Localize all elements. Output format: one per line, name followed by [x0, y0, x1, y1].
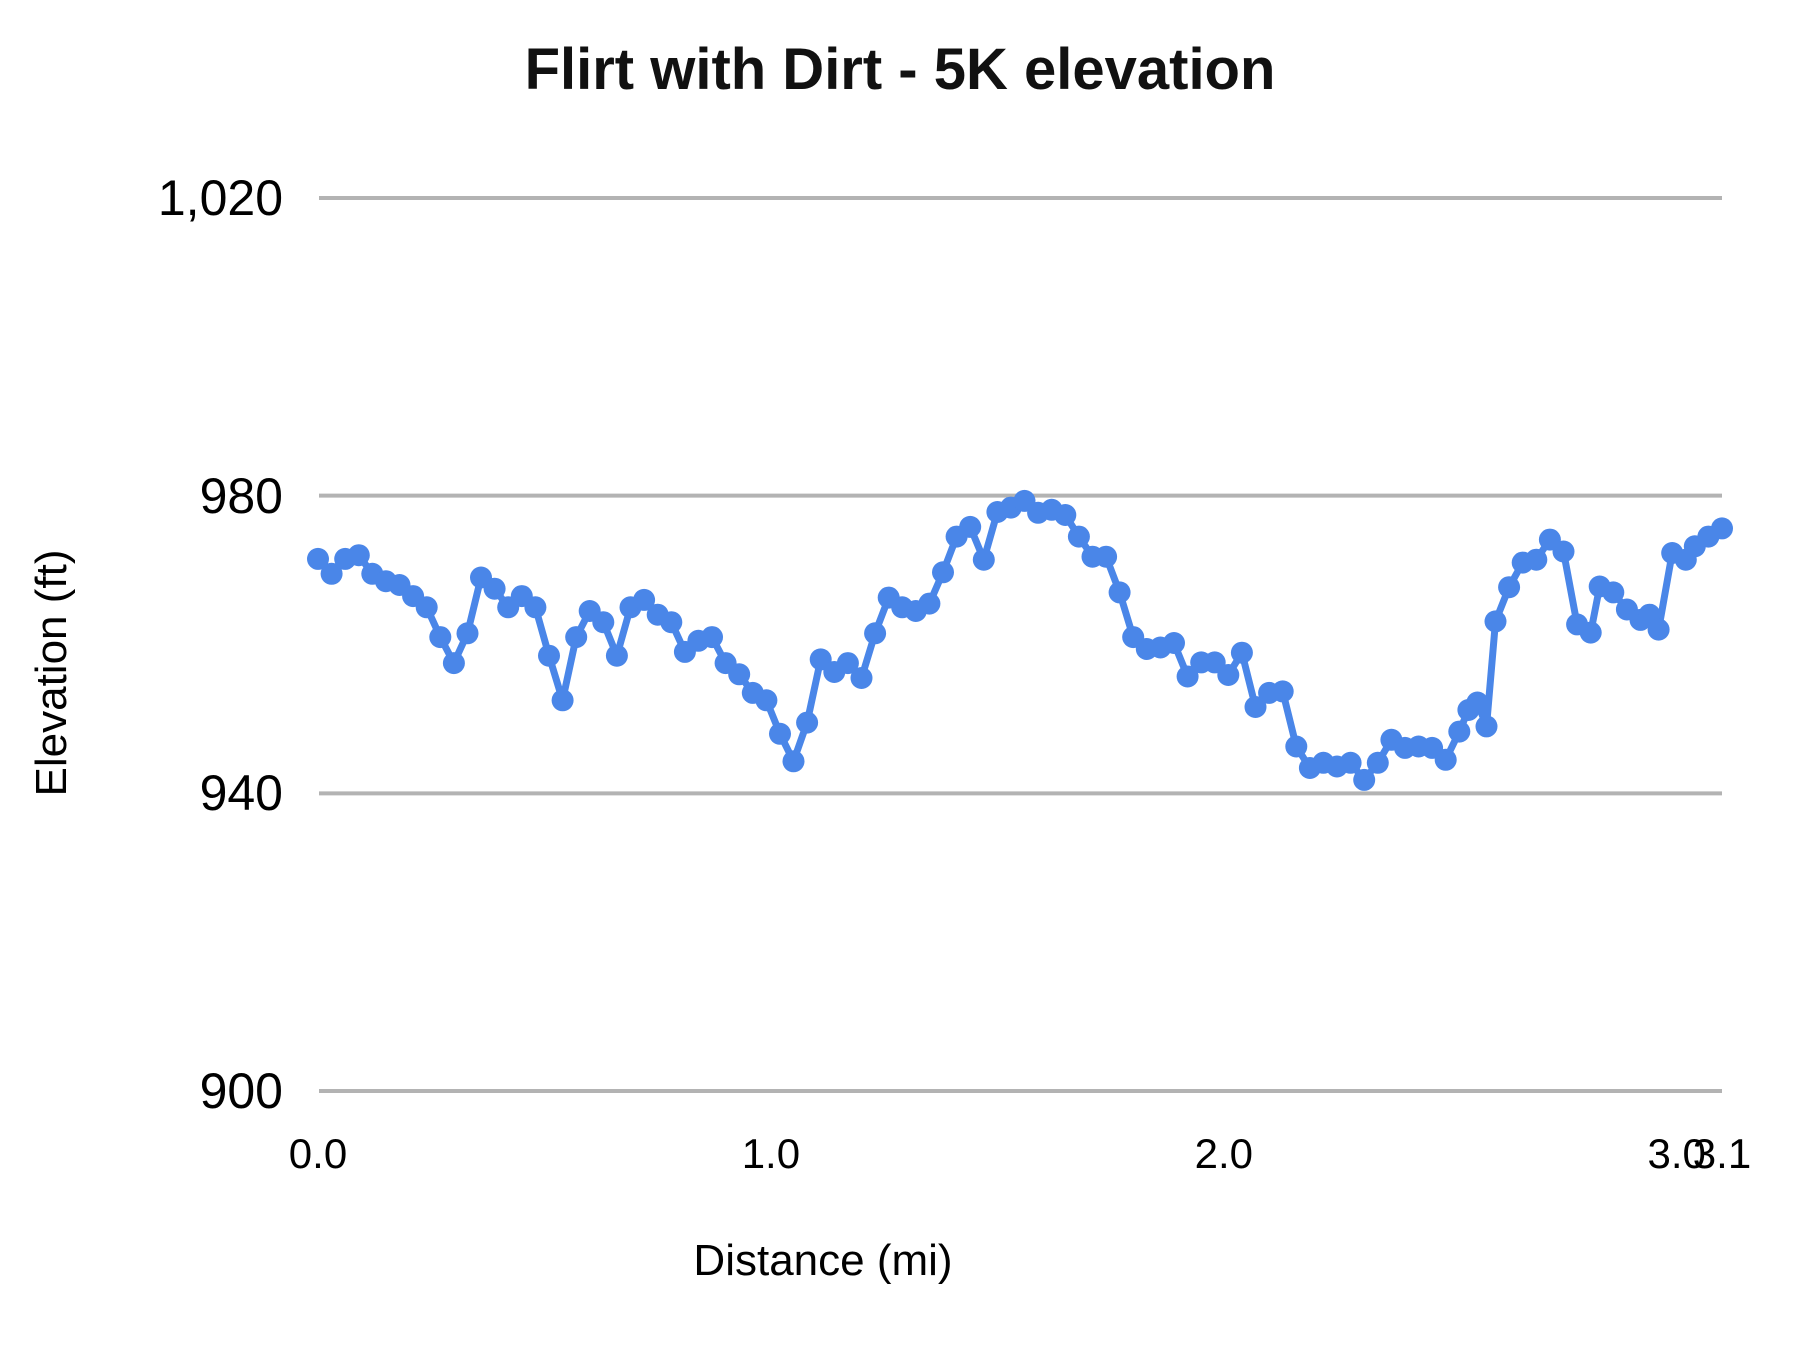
data-point: [850, 667, 873, 689]
data-point: [442, 652, 465, 675]
data-point: [959, 515, 982, 538]
data-point: [1711, 517, 1733, 540]
data-point: [483, 577, 506, 600]
x-tick-label: 0.0: [288, 1130, 348, 1177]
data-point: [1339, 751, 1362, 774]
data-point: [1095, 545, 1118, 568]
data-point: [1579, 621, 1602, 644]
data-point: [1163, 632, 1185, 654]
y-tick-label: 1,020: [157, 170, 283, 226]
data-point: [1271, 680, 1294, 703]
data-point: [605, 644, 628, 667]
data-point: [1244, 696, 1267, 718]
data-point: [1285, 735, 1308, 758]
y-tick-label: 980: [199, 467, 283, 524]
data-point: [347, 544, 370, 567]
data-point: [728, 663, 751, 686]
data-point: [769, 722, 791, 745]
x-tick-label: 2.0: [1194, 1130, 1253, 1177]
data-point: [538, 644, 560, 667]
y-tick-label: 940: [199, 765, 283, 822]
data-point: [755, 689, 778, 712]
data-point: [701, 626, 723, 649]
data-point: [1498, 576, 1521, 599]
data-point: [932, 561, 954, 584]
data-point: [429, 626, 452, 649]
data-point: [972, 548, 995, 571]
data-point: [918, 592, 941, 615]
data-point: [1448, 720, 1471, 743]
data-point: [592, 611, 615, 634]
data-point: [1434, 748, 1457, 771]
data-point: [415, 596, 438, 619]
x-tick-label: 3.0: [1647, 1130, 1706, 1177]
data-point: [524, 596, 547, 619]
data-point: [307, 547, 329, 570]
data-point: [660, 611, 683, 634]
data-point: [1108, 581, 1131, 604]
data-point: [1466, 691, 1489, 714]
data-point: [1484, 610, 1507, 633]
data-point: [1176, 665, 1199, 688]
data-point: [633, 588, 656, 611]
data-point: [1552, 540, 1575, 563]
data-point: [782, 750, 805, 773]
data-point: [320, 562, 343, 585]
data-point: [456, 622, 479, 645]
data-point: [1366, 751, 1389, 774]
data-point: [1054, 504, 1077, 526]
data-point: [565, 626, 588, 649]
data-point: [1217, 664, 1240, 686]
data-point: [796, 711, 819, 734]
data-point: [1475, 715, 1498, 738]
chart-title: Flirt with Dirt - 5K elevation: [524, 37, 1276, 102]
x-tick-label: 1.0: [741, 1130, 801, 1177]
x-tick-label: 3.1: [1692, 1130, 1752, 1177]
data-point: [1230, 641, 1253, 664]
data-point: [1525, 548, 1548, 571]
x-axis-title: Distance (mi): [693, 1236, 953, 1285]
data-point: [864, 622, 887, 645]
data-point: [836, 652, 859, 675]
y-tick-label: 900: [199, 1063, 283, 1119]
data-point: [1647, 618, 1670, 641]
elevation-line: [314, 497, 1726, 784]
data-point: [1602, 581, 1625, 604]
data-point: [1353, 768, 1376, 791]
data-point: [551, 689, 574, 712]
data-point: [1067, 525, 1090, 548]
